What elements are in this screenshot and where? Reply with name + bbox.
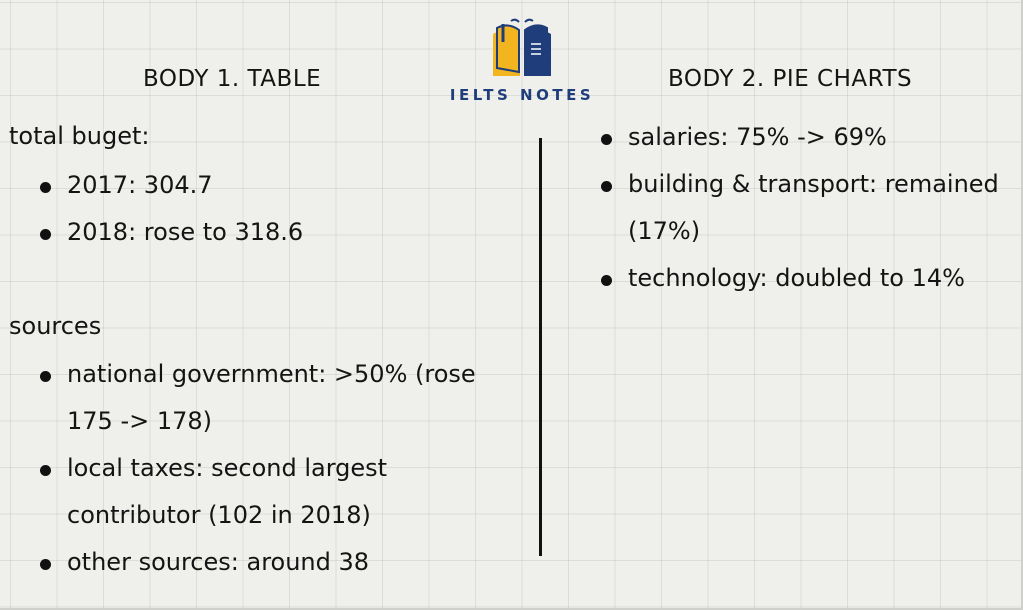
list-item: local taxes: second largest contributor … <box>40 445 510 539</box>
right-heading: BODY 2. PIE CHARTS <box>668 66 913 92</box>
list-item: national government: >50% (rose 175 -> 1… <box>40 351 510 445</box>
column-divider <box>539 138 542 556</box>
left-heading: BODY 1. TABLE <box>143 66 322 92</box>
sources-title: sources <box>9 312 102 340</box>
budget-title: total buget: <box>9 122 150 150</box>
list-item: salaries: 75% -> 69% <box>601 114 1001 161</box>
list-item: 2017: 304.7 <box>40 162 520 209</box>
pie-charts-list: salaries: 75% -> 69% building & transpor… <box>601 114 1001 302</box>
ielts-notes-logo: IELTS NOTES <box>444 18 600 108</box>
list-item: building & transport: remained (17%) <box>601 161 1001 255</box>
budget-list: 2017: 304.7 2018: rose to 318.6 <box>40 162 520 256</box>
list-item: technology: doubled to 14% <box>601 255 1001 302</box>
open-book-icon <box>493 18 551 76</box>
sources-list: national government: >50% (rose 175 -> 1… <box>40 351 510 586</box>
list-item: 2018: rose to 318.6 <box>40 209 520 256</box>
list-item: other sources: around 38 <box>40 539 510 586</box>
logo-text: IELTS NOTES <box>449 86 595 104</box>
